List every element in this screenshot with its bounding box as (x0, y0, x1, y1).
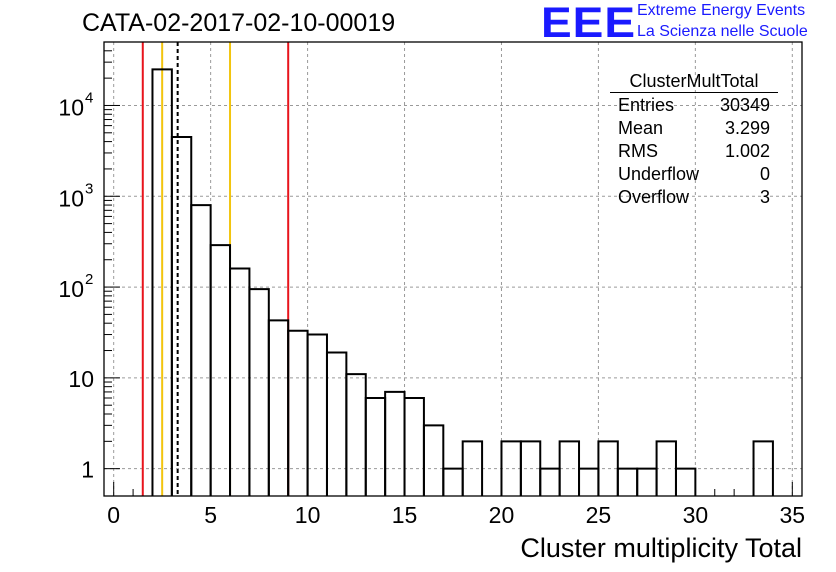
histogram-bin (287, 329, 309, 496)
stats-value: 3 (759, 187, 770, 207)
stats-label: Overflow (618, 187, 690, 207)
histogram-bin (229, 267, 251, 496)
y-tick-label: 10 (58, 185, 84, 211)
x-tick-label: 35 (780, 502, 806, 528)
histogram-bin (384, 390, 406, 496)
histogram-bin (306, 333, 328, 496)
stats-label: Entries (618, 95, 675, 115)
histogram-bin (539, 467, 561, 496)
x-tick-label: 20 (489, 502, 515, 528)
logo-tagline-2: La Scienza nelle Scuole (637, 23, 808, 40)
y-tick-exponent: 3 (85, 180, 93, 197)
stats-row-entries: Entries 30349 (610, 94, 778, 117)
histogram-bin (209, 244, 232, 496)
x-tick-label: 30 (683, 502, 709, 528)
y-tick-label: 10 (68, 366, 94, 392)
stats-row-mean: Mean 3.299 (610, 117, 778, 140)
histogram-bin (752, 440, 774, 496)
histogram-bin (442, 467, 464, 496)
y-tick-label: 10 (58, 276, 84, 302)
stats-label: Underflow (618, 164, 700, 184)
x-tick-label: 25 (586, 502, 612, 528)
y-tick-label: 1 (81, 457, 94, 483)
histogram-bin (267, 319, 290, 496)
histogram-bin (364, 397, 387, 496)
x-tick-label: 5 (204, 502, 217, 528)
stats-box: ClusterMultTotal Entries 30349 Mean 3.29… (610, 71, 778, 209)
stats-row-overflow: Overflow 3 (610, 186, 778, 209)
histogram-bin (500, 440, 522, 496)
eee-logo: EEE (541, 0, 637, 47)
histogram-bin (636, 467, 658, 496)
x-tick-label: 15 (392, 502, 418, 528)
y-tick-exponent: 4 (85, 89, 93, 106)
chart-title: CATA-02-2017-02-10-00019 (82, 9, 396, 37)
logo-tagline-1: Extreme Energy Events (637, 2, 806, 19)
stats-label: RMS (618, 141, 658, 161)
y-tick-exponent: 2 (85, 271, 93, 288)
x-tick-label: 0 (107, 502, 120, 528)
x-axis-label: Cluster multiplicity Total (520, 533, 802, 563)
histogram-bin (403, 397, 425, 496)
histogram-bin (655, 440, 677, 496)
histogram-bin (578, 467, 600, 496)
plot-frame (103, 41, 803, 497)
histogram-bin (461, 440, 484, 496)
stats-value: 30349 (719, 95, 770, 115)
x-tick-label: 10 (295, 502, 321, 528)
histogram-bin (345, 373, 367, 496)
histogram-bin (170, 135, 193, 496)
stats-value: 0 (759, 164, 770, 184)
stats-row-underflow: Underflow 0 (610, 163, 778, 186)
histogram-bin (674, 467, 697, 496)
stats-title: ClusterMultTotal (610, 71, 778, 93)
stats-value: 3.299 (724, 118, 770, 138)
histogram-bin (422, 424, 445, 496)
stats-row-rms: RMS 1.002 (610, 140, 778, 163)
histogram-bin (325, 351, 348, 496)
y-tick-label: 10 (58, 94, 84, 120)
histogram-bin (248, 288, 270, 496)
stats-label: Mean (618, 118, 664, 138)
stats-value: 1.002 (724, 141, 770, 161)
histogram-bin (616, 467, 639, 496)
histogram-bin (190, 204, 212, 496)
